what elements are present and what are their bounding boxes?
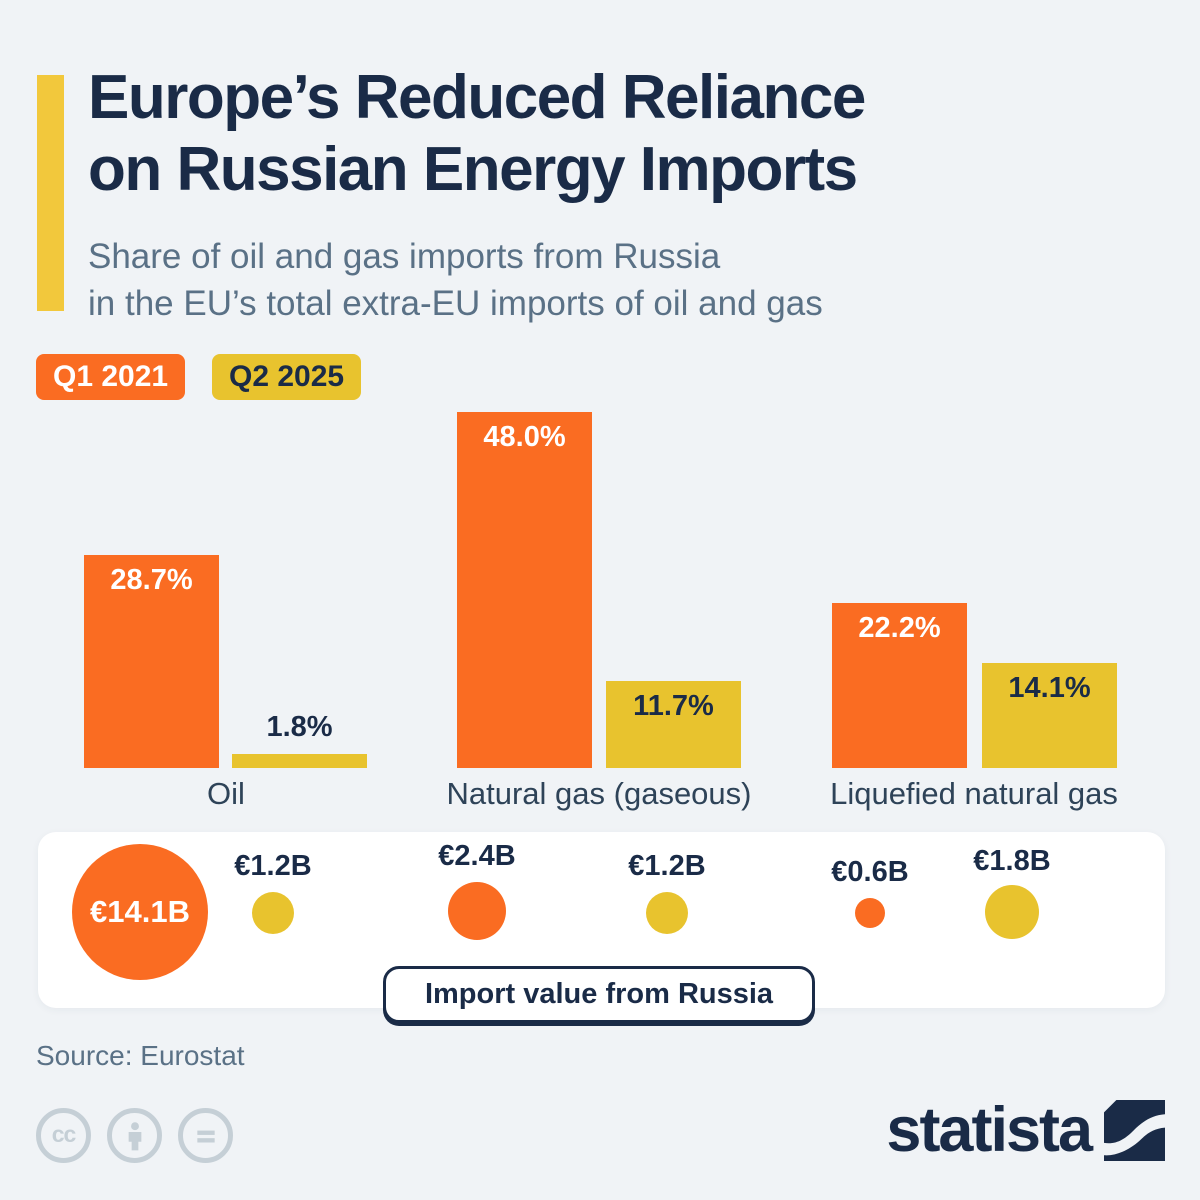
bubble-lng-q1-2021 [855,898,885,928]
title-accent-bar [37,75,64,311]
page-title: Europe’s Reduced Reliance on Russian Ene… [88,62,866,206]
category-label-natural-gas: Natural gas (gaseous) [446,776,752,811]
bar-lng-q1-2021: 22.2% [832,603,967,768]
bar-natural-gas-q1-2021: 48.0% [457,412,592,768]
statista-logo-icon [1104,1100,1165,1161]
statista-logo: statista [886,1095,1165,1165]
attribution-icon [107,1108,162,1163]
bubble-value-label: €1.8B [973,845,1051,877]
statista-wordmark: statista [886,1095,1093,1165]
bubble-value-label: €1.2B [234,850,312,882]
page-subtitle-line2: in the EU’s total extra-EU imports of oi… [88,284,823,323]
page-title-line2: on Russian Energy Imports [88,135,858,204]
bubble-value-label: €1.2B [628,850,706,882]
bar-value-label: 1.8% [266,711,333,743]
bubble-natural-gas-q1-2021 [448,882,506,940]
bubble-natural-gas-q2-2025 [646,892,688,934]
legend-badge-q2-2025: Q2 2025 [212,354,362,400]
license-icons: cc [36,1108,233,1163]
bar-value-label: 48.0% [483,421,566,453]
page-subtitle-line1: Share of oil and gas imports from Russia [88,237,721,276]
bar-value-label: 11.7% [633,690,714,722]
cc-icon: cc [36,1108,91,1163]
page-subtitle: Share of oil and gas imports from Russia… [88,233,823,327]
bar-value-label: 22.2% [858,612,941,644]
legend-badge-q1-2021-label: Q1 2021 [53,360,169,393]
bar-oil-q2-2025 [232,754,367,768]
bubble-panel-caption: Import value from Russia [383,966,815,1023]
bubble-oil-q2-2025 [252,892,294,934]
bar-lng-q2-2025: 14.1% [982,663,1117,768]
bar-chart: 28.7% 1.8% 48.0% 11.7% 22.2% 14.1% Oil N… [0,400,1200,820]
equals-icon [178,1108,233,1163]
source-credit: Source: Eurostat [36,1040,245,1071]
bubble-oil-q1-2021: €14.1B [72,844,208,980]
category-label-oil: Oil [207,776,245,811]
bubble-value-label: €2.4B [438,840,516,872]
bubble-value-label: €14.1B [90,894,190,929]
bubble-value-label: €0.6B [831,856,909,888]
bar-oil-q1-2021: 28.7% [84,555,219,768]
category-label-lng: Liquefied natural gas [830,776,1118,811]
bar-value-label: 28.7% [110,564,193,596]
legend-badge-q2-2025-label: Q2 2025 [229,360,345,393]
bubble-panel-caption-label: Import value from Russia [424,978,774,1010]
bar-value-label: 14.1% [1008,672,1091,704]
page-title-line1: Europe’s Reduced Reliance [88,63,866,132]
legend-badge-q1-2021: Q1 2021 [36,354,186,400]
bar-natural-gas-q2-2025: 11.7% [606,681,741,768]
bubble-lng-q2-2025 [985,885,1039,939]
